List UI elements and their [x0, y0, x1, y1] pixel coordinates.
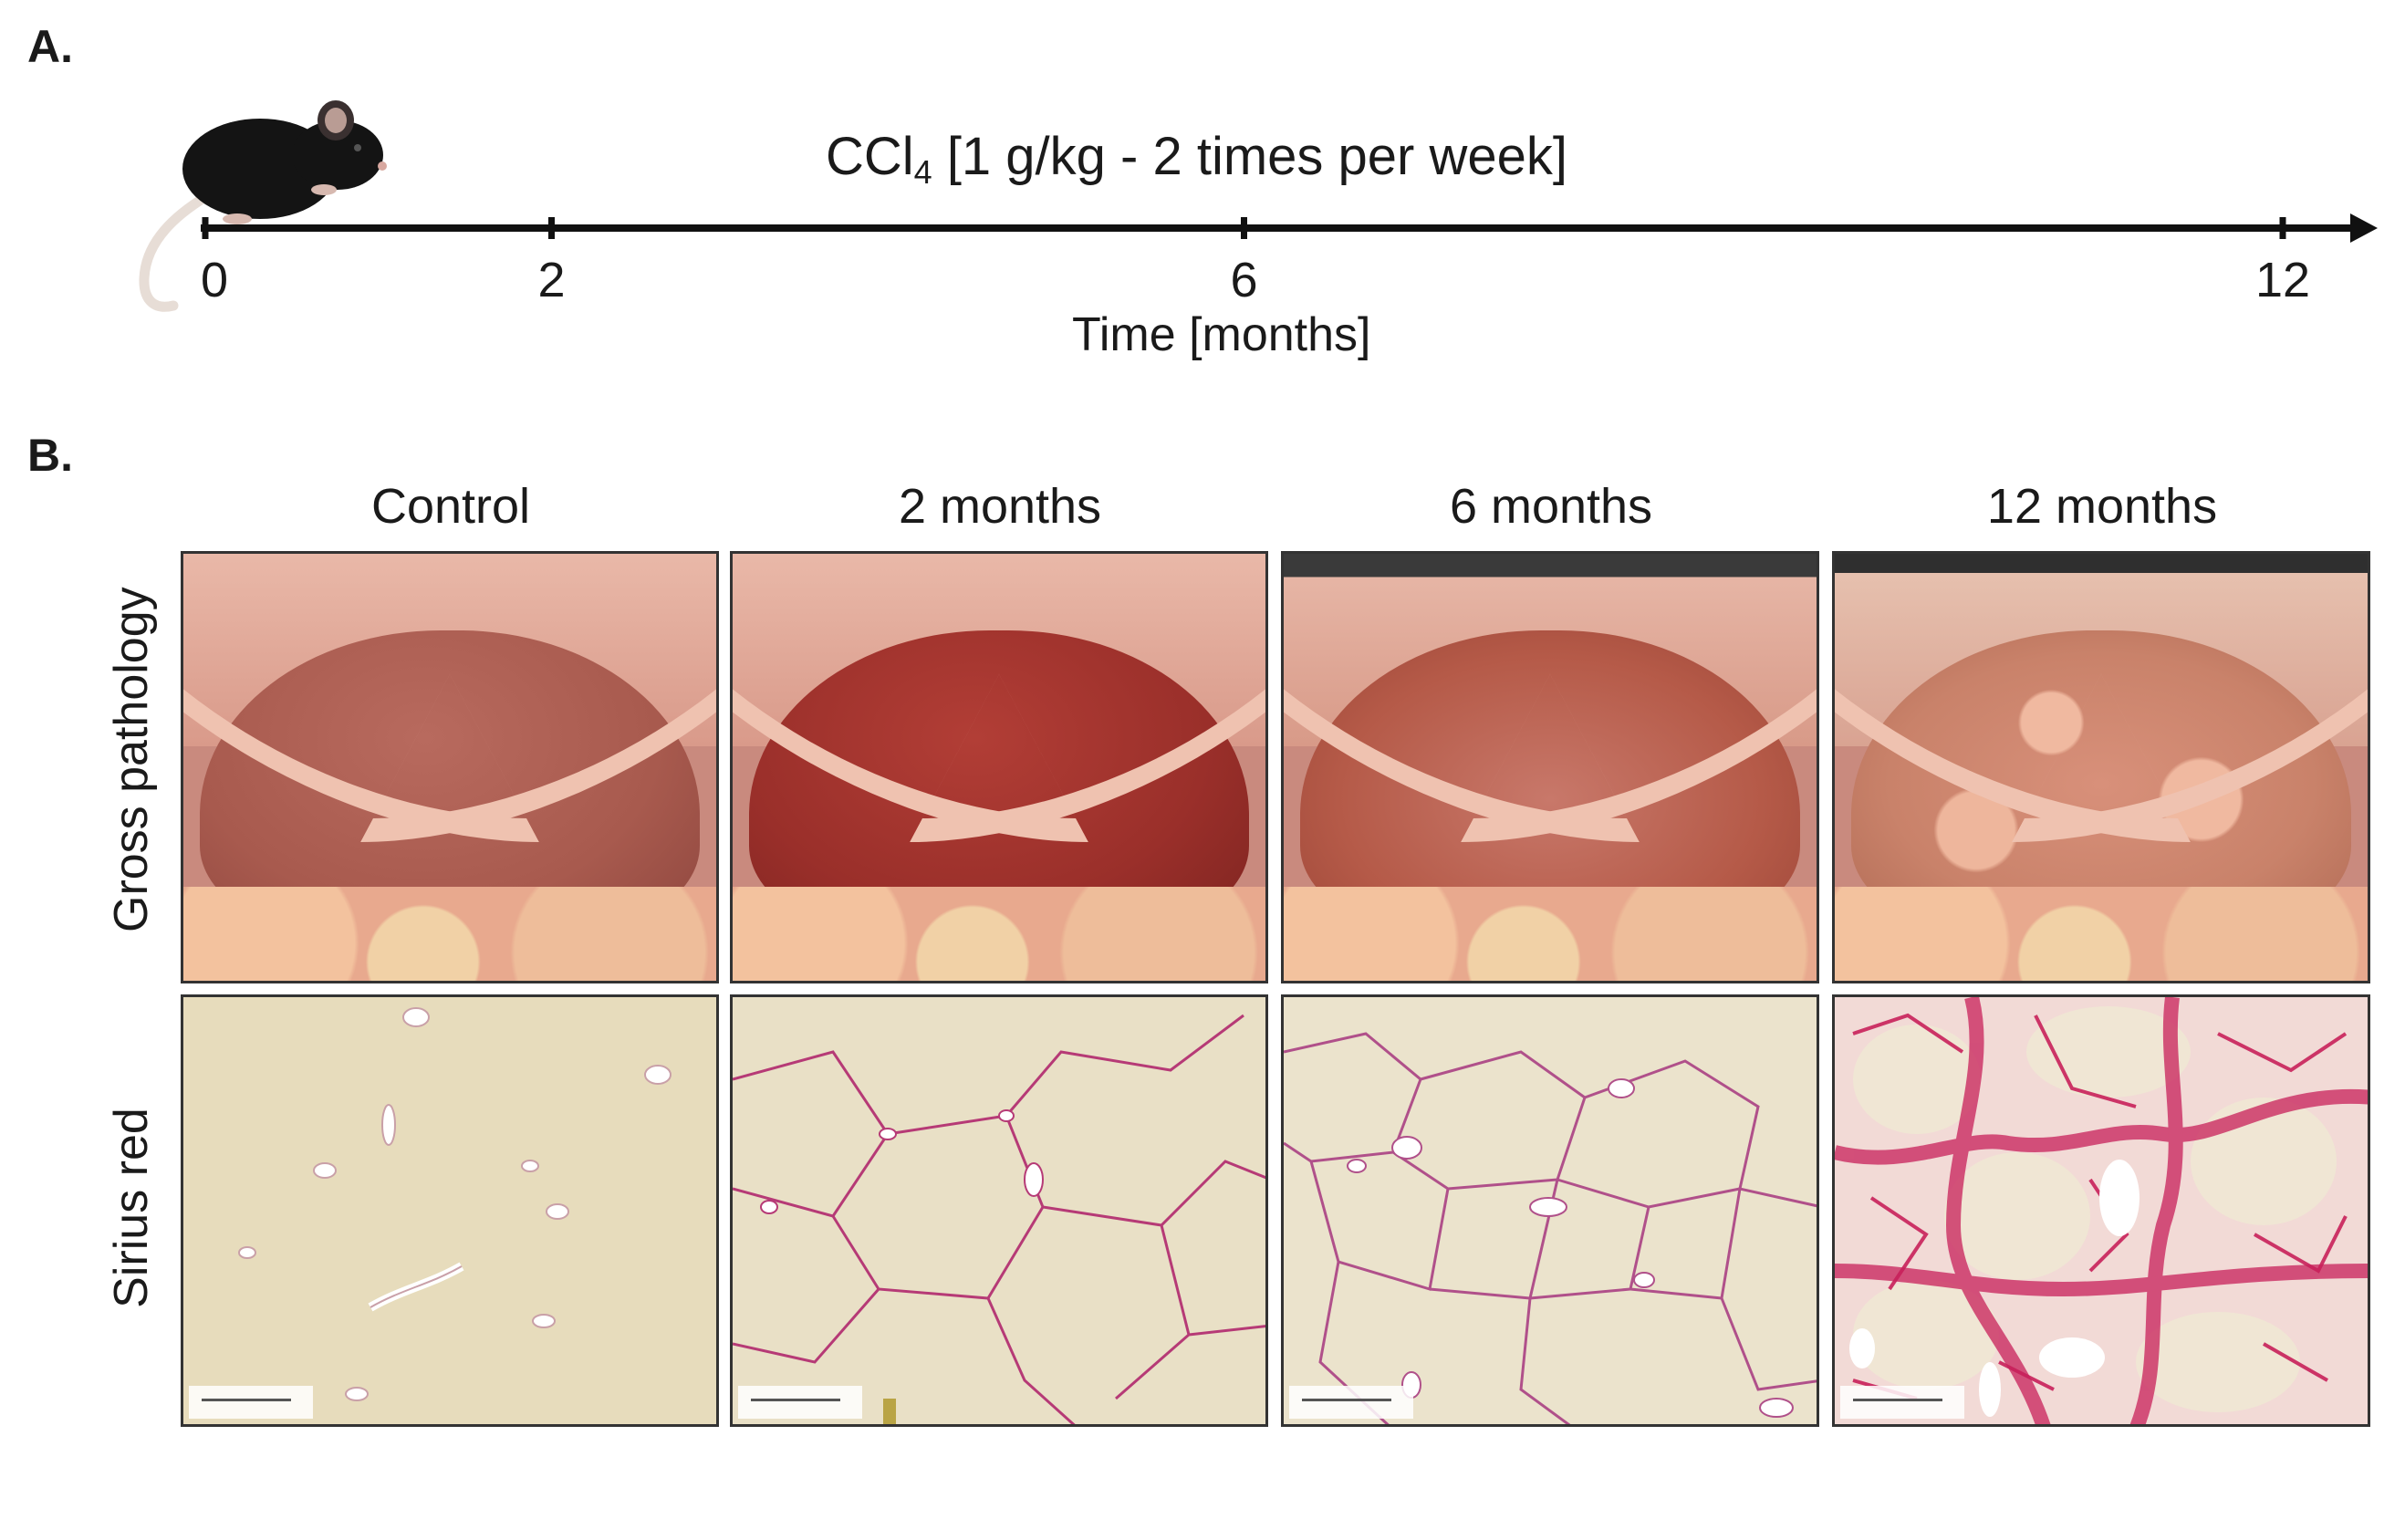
sirius-red-image-6-months [1281, 994, 1819, 1427]
treatment-subscript: 4 [913, 153, 932, 191]
sirius-red-image-12-months [1832, 994, 2370, 1427]
column-title-control: Control [370, 479, 531, 534]
timeline-arrowhead [2350, 213, 2378, 243]
timeline: 0 2 6 12 [201, 213, 2378, 307]
column-title-12-months: 12 months [1986, 479, 2218, 534]
sirius-red-image-control [181, 994, 719, 1427]
tick-marks: 0 2 6 12 [201, 217, 2310, 307]
gross-image-12-months [1832, 551, 2370, 983]
row-title-gross-pathology: Gross pathology [105, 587, 158, 932]
gross-image-control [181, 551, 719, 983]
panel-b-label: B. [27, 430, 73, 481]
sirius-red-image-2-months [730, 994, 1268, 1427]
timeline-tick-label-12: 12 [2255, 253, 2310, 307]
treatment-prefix: CCl [826, 127, 914, 186]
column-title-6-months: 6 months [1449, 479, 1653, 534]
treatment-suffix: [1 g/kg - 2 times per week] [932, 127, 1567, 186]
row-title-sirius-red: Sirius red [105, 1108, 158, 1308]
mouse-illustration [139, 100, 387, 312]
timeline-tick-label-6: 6 [1230, 253, 1257, 307]
timeline-tick-label-0: 0 [201, 253, 228, 307]
treatment-label: CCl4 [1 g/kg - 2 times per week] [826, 126, 1567, 192]
column-title-2-months: 2 months [898, 479, 1102, 534]
panel-a-label: A. [27, 21, 73, 72]
gross-image-6-months [1281, 551, 1819, 983]
time-axis-title: Time [months] [1072, 308, 1371, 361]
gross-image-2-months [730, 551, 1268, 983]
timeline-tick-label-2: 2 [537, 253, 565, 307]
